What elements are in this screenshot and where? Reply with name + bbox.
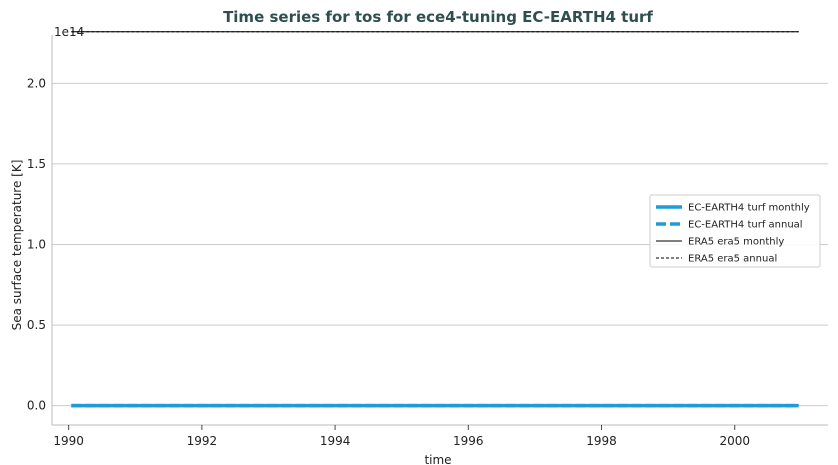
y-tick-label: 0.5 bbox=[27, 318, 46, 332]
series-lines bbox=[71, 31, 799, 408]
y-axis-label: Sea surface temperature [K] bbox=[10, 160, 24, 331]
x-tick-label: 2000 bbox=[719, 434, 750, 448]
y-tick-label: 1.5 bbox=[27, 157, 46, 171]
legend-box bbox=[649, 194, 821, 268]
x-tick-label: 1996 bbox=[453, 434, 484, 448]
y-tick-label: 0.0 bbox=[27, 399, 46, 413]
x-tick-label: 1994 bbox=[320, 434, 351, 448]
x-tick-label: 1998 bbox=[586, 434, 617, 448]
legend-label: EC-EARTH4 turf monthly bbox=[688, 203, 810, 214]
legend-label: ERA5 era5 monthly bbox=[688, 237, 784, 248]
x-tick-label: 1990 bbox=[53, 434, 84, 448]
y-tick-label: 2.0 bbox=[27, 76, 46, 90]
legend: EC-EARTH4 turf monthly EC-EARTH4 turf ann… bbox=[649, 194, 821, 268]
y-axis-offset-label: 1e14 bbox=[54, 25, 84, 39]
legend-label: EC-EARTH4 turf annual bbox=[688, 220, 803, 231]
x-tick-labels: 1990 1992 1994 1996 1998 2000 bbox=[53, 434, 750, 448]
chart-title: Time series for tos for ece4-tuning EC-E… bbox=[223, 8, 653, 26]
y-tick-labels: 0.0 0.5 1.0 1.5 2.0 bbox=[27, 76, 46, 412]
axes bbox=[51, 35, 828, 430]
y-tick-label: 1.0 bbox=[27, 238, 46, 252]
x-tick-label: 1992 bbox=[187, 434, 218, 448]
legend-label: ERA5 era5 annual bbox=[688, 254, 777, 265]
x-axis-label: time bbox=[424, 453, 451, 465]
